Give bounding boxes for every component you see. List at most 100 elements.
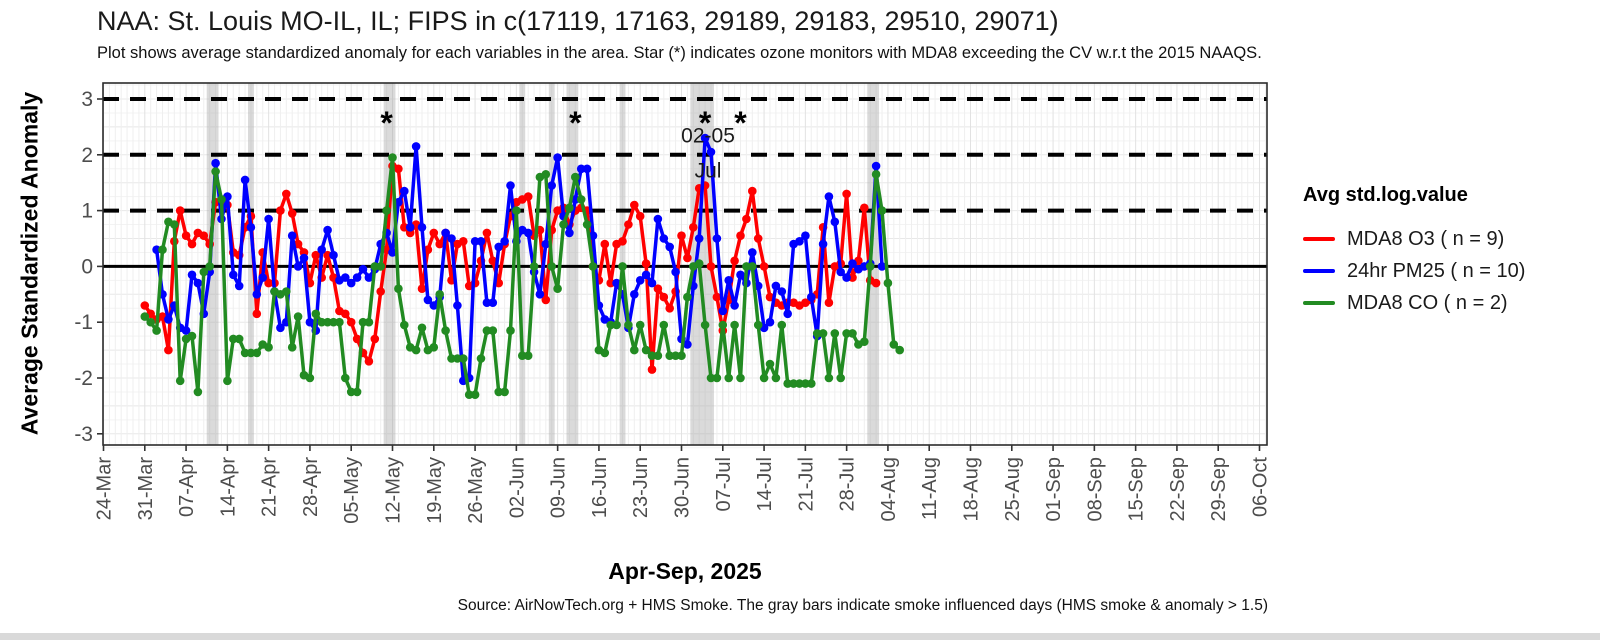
data-point	[759, 262, 769, 271]
data-point	[807, 292, 816, 302]
data-point	[807, 379, 816, 388]
data-point	[883, 278, 893, 288]
data-point	[730, 301, 739, 310]
data-point	[677, 231, 686, 240]
x-tick-label: 21-Apr	[259, 457, 281, 517]
data-point	[376, 262, 386, 271]
data-point	[453, 301, 462, 310]
data-point	[164, 315, 173, 324]
x-tick-label: 02-Jun	[506, 457, 528, 518]
data-point	[523, 192, 533, 201]
data-point	[211, 158, 220, 168]
data-point	[305, 317, 315, 327]
data-point	[730, 256, 739, 266]
data-point	[382, 206, 391, 215]
data-point	[352, 334, 362, 344]
star-markers: * * * *	[380, 105, 747, 141]
data-point	[523, 351, 533, 361]
data-point	[311, 309, 321, 319]
x-tick-label: 25-Aug	[1002, 457, 1024, 522]
series-line	[154, 136, 884, 383]
x-tick-label: 23-Jun	[630, 457, 652, 518]
data-point	[771, 281, 781, 291]
data-point	[541, 170, 551, 179]
data-point	[364, 357, 374, 366]
data-point	[748, 262, 757, 271]
data-point	[588, 262, 598, 271]
page-title: NAA: St. Louis MO-IL, IL; FIPS in c(1711…	[97, 6, 1059, 36]
x-tick-label: 29-Sep	[1208, 457, 1230, 522]
data-point	[630, 290, 639, 299]
data-point	[801, 379, 810, 388]
data-point	[482, 298, 492, 308]
data-point	[742, 214, 751, 224]
data-point	[842, 329, 851, 338]
data-point	[860, 337, 869, 347]
x-tick-label: 05-May	[341, 457, 363, 524]
data-point	[187, 270, 197, 280]
data-point	[736, 231, 745, 240]
data-point	[630, 200, 639, 210]
data-point	[335, 317, 344, 327]
data-point	[801, 231, 810, 240]
data-point	[394, 284, 403, 294]
x-tick-label: 04-Aug	[878, 457, 900, 522]
data-point	[842, 273, 851, 282]
data-point	[865, 262, 875, 271]
data-point	[429, 228, 439, 238]
data-point	[500, 387, 509, 397]
data-point	[771, 373, 781, 383]
data-point	[287, 231, 297, 240]
data-point	[694, 234, 704, 243]
data-point	[706, 262, 716, 271]
x-tick-label: 16-Jun	[589, 457, 611, 518]
data-point	[435, 290, 445, 299]
data-point	[641, 259, 651, 268]
data-point	[470, 237, 480, 246]
y-tick-label: 2	[81, 144, 93, 167]
data-point	[653, 284, 663, 294]
data-point	[848, 259, 857, 268]
data-point	[234, 334, 244, 344]
data-point	[547, 181, 556, 190]
data-point	[187, 239, 197, 249]
data-point	[871, 278, 881, 288]
data-point	[512, 206, 521, 215]
legend-key-line	[1303, 236, 1335, 242]
data-point	[329, 317, 338, 327]
data-point	[712, 292, 722, 302]
data-point	[323, 225, 332, 235]
y-tick-label: 1	[81, 200, 93, 223]
data-point	[523, 228, 533, 238]
data-point	[346, 278, 356, 288]
data-point	[246, 348, 256, 358]
x-tick-label: 14-Apr	[217, 457, 239, 517]
data-point	[417, 223, 427, 232]
data-point	[529, 262, 539, 271]
x-tick-label: 09-Jun	[548, 457, 570, 518]
exceedance-star-icon: *	[699, 105, 712, 141]
data-point	[547, 262, 556, 271]
data-point	[848, 273, 857, 282]
data-point	[635, 320, 645, 330]
data-point	[341, 273, 350, 282]
data-point	[287, 209, 297, 218]
data-point	[488, 298, 498, 308]
data-point	[712, 373, 722, 383]
data-point	[777, 287, 787, 296]
data-point	[641, 270, 651, 280]
data-point	[453, 354, 462, 363]
data-point	[889, 340, 899, 349]
data-point	[276, 323, 285, 333]
data-point	[700, 320, 710, 330]
data-point	[264, 343, 273, 352]
data-point	[282, 287, 291, 296]
data-point	[783, 379, 792, 388]
data-point	[582, 220, 592, 229]
x-tick-label: 19-May	[424, 457, 446, 524]
data-point	[748, 248, 757, 257]
data-point	[388, 153, 397, 162]
data-point	[494, 242, 504, 252]
data-point	[665, 242, 674, 252]
data-point	[783, 309, 792, 319]
